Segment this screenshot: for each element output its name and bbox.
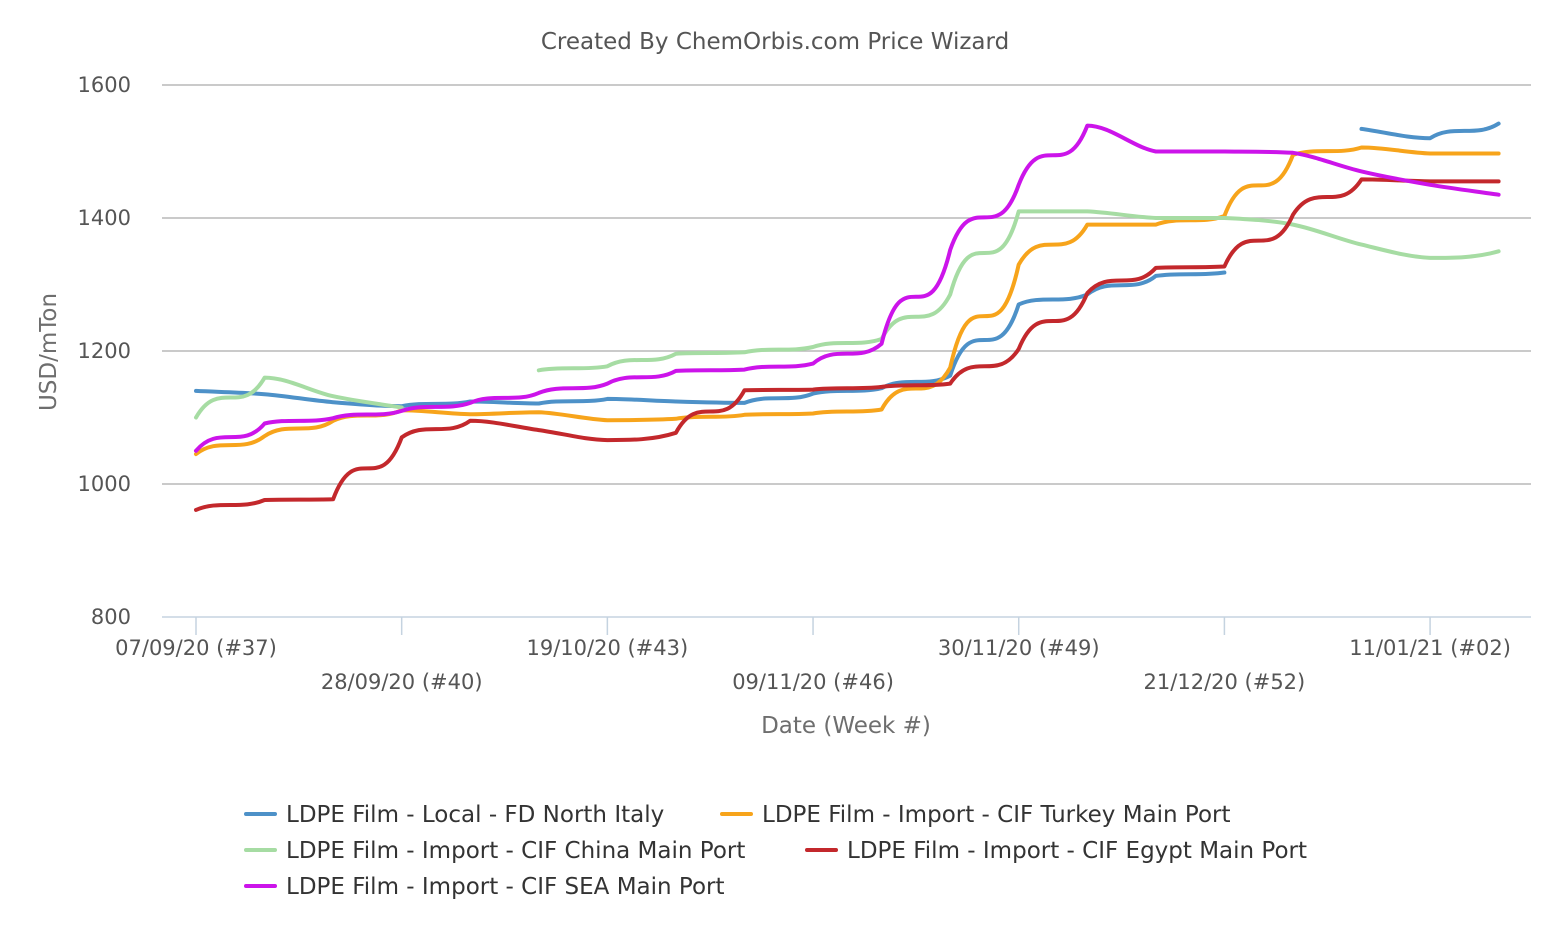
x-tick-label: 30/11/20 (#49) [938,636,1100,660]
series-line [194,177,1501,512]
legend-item[interactable]: LDPE Film - Local - FD North Italy [244,802,664,828]
y-axis-title: USD/mTon [36,293,62,411]
x-axis: 07/09/20 (#37) 28/09/20 (#40) 19/10/20 (#4… [115,616,1531,694]
y-tick-label: 1600 [78,73,131,97]
x-tick-label: 09/11/20 (#46) [732,670,894,694]
legend-item[interactable]: LDPE Film - Import - CIF SEA Main Port [244,874,725,900]
series-2 [194,145,1501,457]
legend[interactable]: LDPE Film - Local - FD North Italy LDPE F… [244,802,1307,900]
legend-item[interactable]: LDPE Film - Import - CIF China Main Port [244,838,745,864]
y-tick-label: 1000 [78,472,131,496]
series-lines [194,121,1501,512]
x-axis-title: Date (Week #) [761,713,931,739]
y-tick-label: 800 [91,605,131,629]
x-tick-label: 28/09/20 (#40) [321,670,483,694]
series-line [194,375,404,420]
chart-title: Created By ChemOrbis.com Price Wizard [541,29,1009,55]
legend-label: LDPE Film - Import - CIF SEA Main Port [286,874,725,900]
y-tick-label: 1400 [78,206,131,230]
legend-label: LDPE Film - Import - CIF China Main Port [286,838,745,864]
legend-label: LDPE Film - Import - CIF Turkey Main Por… [762,802,1231,828]
x-tick-label: 21/12/20 (#52) [1144,670,1306,694]
series-line [1359,121,1501,141]
legend-label: LDPE Film - Local - FD North Italy [286,802,664,828]
series-line [194,145,1501,457]
series-line [536,209,1501,373]
series-4 [194,177,1501,512]
legend-item[interactable]: LDPE Film - Import - CIF Egypt Main Port [805,838,1307,864]
legend-label: LDPE Film - Import - CIF Egypt Main Port [847,838,1307,864]
series-3 [194,209,1501,420]
x-tick-label: 07/09/20 (#37) [115,636,277,660]
grid-lines [162,84,1531,485]
x-tick-label: 11/01/21 (#02) [1349,636,1511,660]
legend-item[interactable]: LDPE Film - Import - CIF Turkey Main Por… [720,802,1231,828]
x-tick-label: 19/10/20 (#43) [527,636,689,660]
series-line [194,123,1501,453]
series-5 [194,123,1501,453]
series-line [194,270,1227,409]
y-axis-ticks: 800 1000 1200 1400 1600 [78,73,131,629]
series-1 [194,121,1501,409]
y-tick-label: 1200 [78,339,131,363]
